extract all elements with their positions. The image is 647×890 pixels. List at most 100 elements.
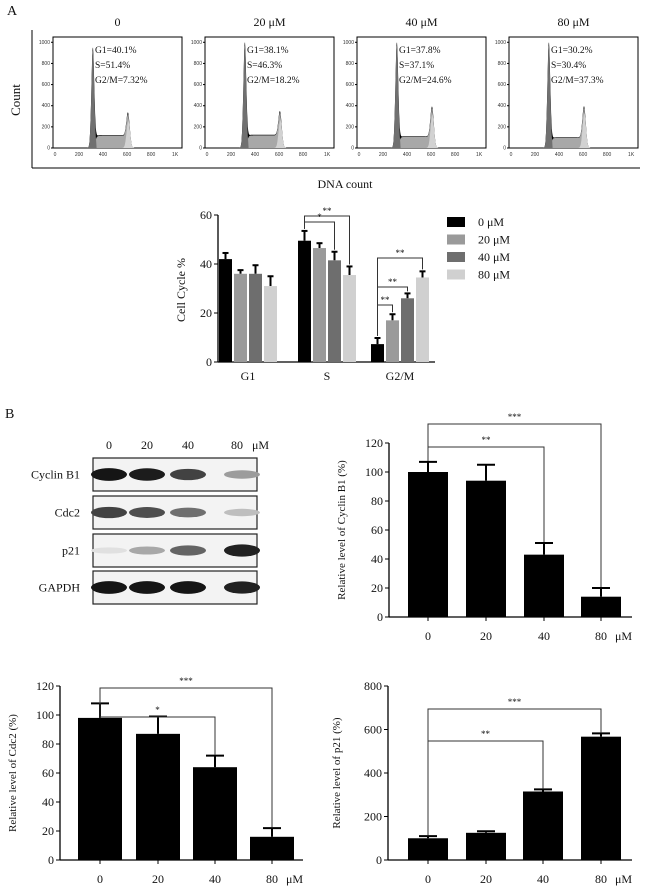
x-tick-label: 200 — [531, 152, 540, 158]
significance-label: * — [155, 705, 160, 715]
y-tick-label: 200 — [364, 810, 382, 824]
s-percentage: S=46.3% — [247, 61, 282, 71]
x-tick-label: 200 — [379, 152, 388, 158]
x-tick-label: 400 — [555, 152, 564, 158]
y-tick-label: 400 — [194, 103, 203, 109]
legend-swatch — [447, 217, 465, 227]
protein-band — [91, 468, 127, 481]
g2m-percentage: G2/M=18.2% — [247, 76, 300, 86]
histogram-panel: 20 μM 0 200 400 600 800 1000 0 200 400 600 800 1K G1=… — [191, 15, 335, 158]
y-tick-label: 40 — [200, 257, 212, 271]
significance-bracket — [427, 740, 544, 836]
histogram-g1-phase — [237, 45, 289, 148]
y-tick-label: 0 — [48, 853, 54, 867]
x-tick-label: 400 — [403, 152, 412, 158]
x-tick-label: 1K — [172, 152, 179, 158]
bar — [524, 554, 564, 617]
blot-row: Cyclin B1 — [31, 457, 260, 492]
bar — [401, 298, 414, 362]
bar — [136, 733, 180, 860]
y-tick-label: 0 — [199, 146, 202, 152]
y-tick-label: 80 — [371, 494, 383, 508]
y-axis-label: Cell Cycle % — [174, 258, 188, 322]
y-tick-label: 0 — [377, 610, 383, 624]
significance-bracket — [99, 702, 216, 755]
x-tick-label: 800 — [299, 152, 308, 158]
y-axis-label: Relative level of p21 (%) — [331, 717, 343, 829]
bar — [466, 480, 506, 617]
y-tick-label: 800 — [364, 679, 382, 693]
bar — [466, 832, 506, 860]
plot-frame — [204, 36, 335, 149]
protein-label: GAPDH — [39, 581, 81, 595]
histogram-s-phase — [237, 113, 289, 148]
histogram-panel: 80 μM 0 200 400 600 800 1000 0 200 400 600 800 1K G1=… — [495, 15, 639, 158]
protein-band — [91, 581, 127, 594]
x-tick-label: 400 — [99, 152, 108, 158]
protein-label: Cdc2 — [55, 506, 80, 520]
legend-label: 40 μM — [478, 250, 510, 264]
bar — [581, 736, 621, 860]
g1-percentage: G1=38.1% — [247, 46, 289, 56]
legend-label: 0 μM — [478, 215, 504, 229]
blot-row: GAPDH — [39, 570, 260, 605]
y-tick-label: 20 — [371, 581, 383, 595]
x-tick-label: 800 — [603, 152, 612, 158]
histogram-g1-phase — [541, 45, 593, 148]
bar — [313, 248, 326, 362]
protein-band — [129, 581, 165, 594]
x-tick-label: G1 — [241, 369, 256, 383]
y-tick-label: 800 — [498, 61, 507, 67]
y-tick-label: 20 — [200, 306, 212, 320]
y-tick-label: 120 — [365, 436, 383, 450]
significance-label: ** — [323, 206, 333, 216]
x-tick-label: 1K — [476, 152, 483, 158]
significance-label: ** — [381, 295, 391, 305]
x-tick-label: 400 — [251, 152, 260, 158]
x-tick-label: 0 — [97, 872, 103, 886]
y-tick-label: 800 — [42, 61, 51, 67]
significance-bracket — [99, 687, 273, 828]
plot-frame — [52, 36, 183, 149]
x-tick-label: 40 — [209, 872, 221, 886]
y-tick-label: 400 — [498, 103, 507, 109]
protein-band — [91, 506, 127, 519]
lane-label: 40 — [182, 438, 194, 452]
bar — [234, 273, 247, 362]
western-blot: 0 20 40 80 μM Cyclin B1 Cdc2 p21 GAPDH — [31, 438, 269, 605]
protein-band — [170, 545, 206, 556]
significance-bracket — [304, 221, 335, 250]
histogram-s-phase — [389, 108, 441, 148]
y-tick-label: 40 — [371, 552, 383, 566]
s-percentage: S=51.4% — [95, 61, 130, 71]
protein-band — [224, 508, 260, 517]
x-tick-label: 40 — [537, 872, 549, 886]
histogram-g1-phase — [389, 45, 441, 148]
significance-label: *** — [179, 676, 193, 686]
significance-label: *** — [508, 697, 522, 707]
x-tick-label: 200 — [75, 152, 84, 158]
protein-band — [170, 507, 206, 518]
panel-label-b: B — [5, 407, 14, 422]
lane-label: 20 — [141, 438, 153, 452]
significance-label: *** — [508, 412, 522, 422]
x-tick-label: 0 — [54, 152, 57, 158]
y-tick-label: 40 — [42, 795, 54, 809]
y-tick-label: 800 — [194, 61, 203, 67]
x-axis-label: DNA count — [318, 177, 374, 191]
significance-bracket — [304, 215, 350, 265]
y-tick-label: 1000 — [191, 40, 202, 46]
y-tick-label: 1000 — [343, 40, 354, 46]
x-tick-label: 800 — [147, 152, 156, 158]
g2m-percentage: G2/M=24.6% — [399, 76, 452, 86]
protein-band — [129, 546, 165, 555]
bar — [328, 260, 341, 362]
y-tick-label: 0 — [47, 146, 50, 152]
significance-bracket — [427, 708, 602, 836]
histogram-panel: 40 μM 0 200 400 600 800 1000 0 200 400 600 800 1K G1=… — [343, 15, 487, 158]
bar — [264, 286, 277, 362]
y-axis-label: Relative level of Cyclin B1 (%) — [336, 460, 348, 600]
protein-band — [224, 581, 260, 594]
